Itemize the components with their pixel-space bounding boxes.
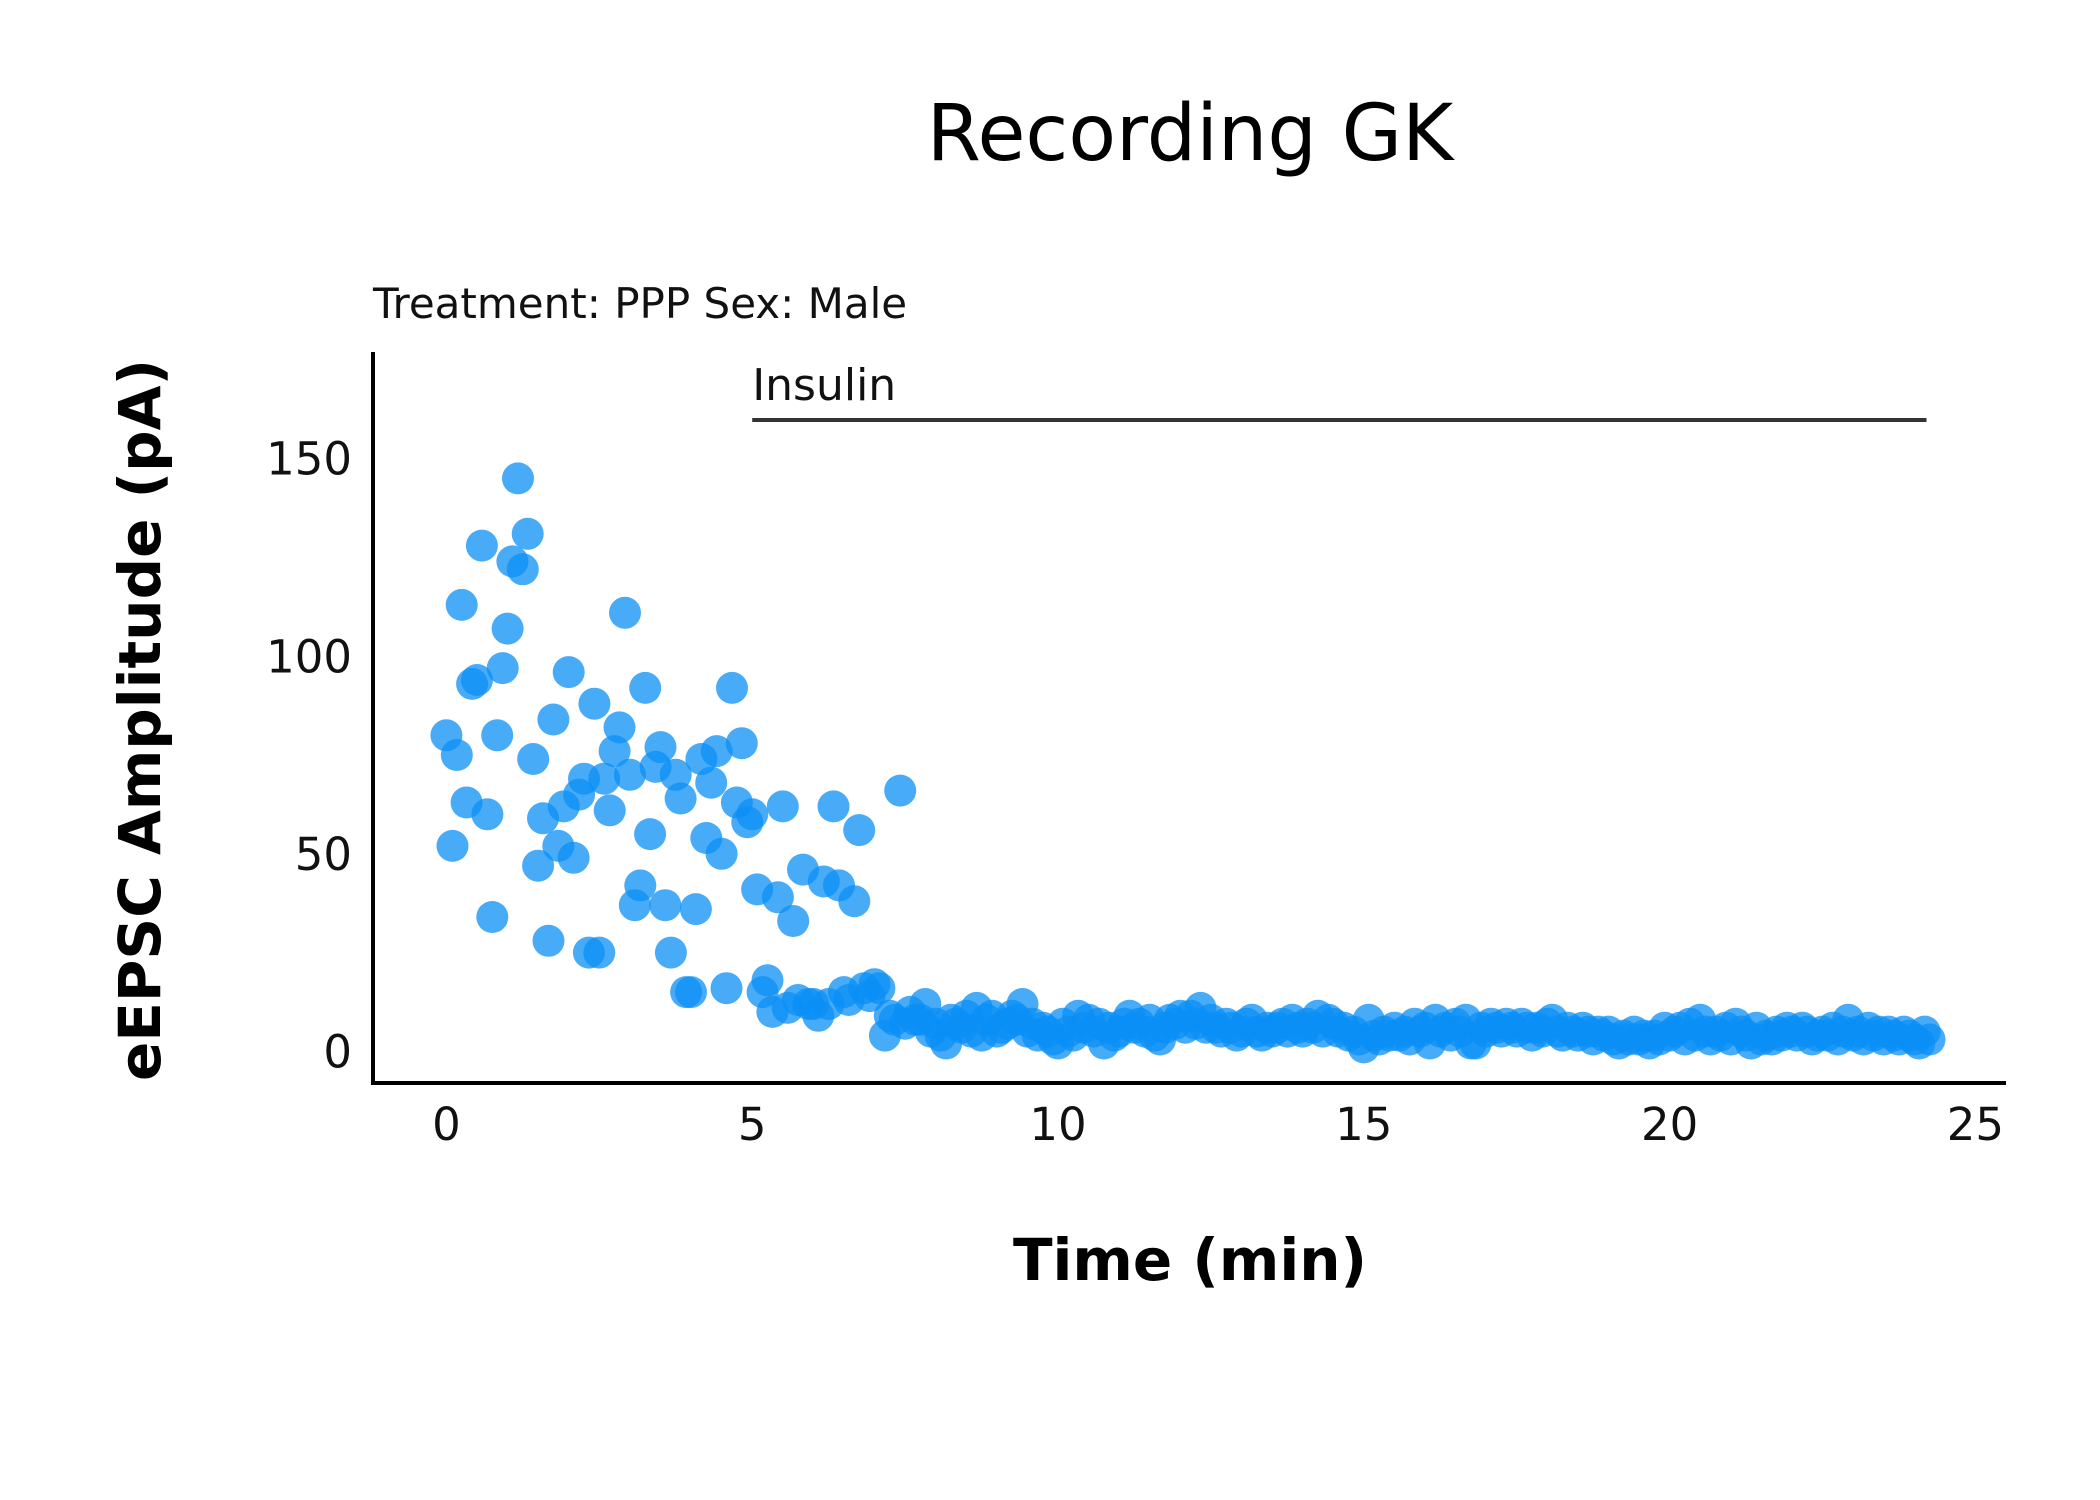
data-point: [583, 936, 616, 969]
data-point: [1913, 1023, 1946, 1056]
data-point: [491, 612, 524, 645]
data-point: [700, 735, 733, 768]
data-point: [705, 837, 738, 870]
data-point: [624, 869, 657, 902]
x-axis-title: Time (min): [1013, 1226, 1367, 1294]
y-tick-label: 150: [266, 433, 352, 486]
data-point: [736, 798, 769, 831]
data-point: [751, 964, 784, 997]
chart-subtitle: Treatment: PPP Sex: Male: [372, 279, 907, 328]
data-point: [716, 671, 748, 704]
data-point: [476, 901, 509, 933]
data-point: [537, 703, 570, 736]
x-tick-label: 15: [1335, 1098, 1392, 1151]
data-point: [506, 553, 539, 586]
data-point: [461, 664, 493, 696]
data-point: [609, 596, 641, 629]
data-point: [471, 798, 504, 831]
x-tick-label: 10: [1029, 1098, 1086, 1151]
data-point: [725, 727, 758, 760]
x-tick-label: 5: [738, 1098, 767, 1151]
y-tick-label: 0: [323, 1025, 352, 1078]
data-point: [481, 719, 514, 752]
data-point: [502, 462, 534, 495]
data-point: [695, 766, 728, 799]
insulin-label: Insulin: [752, 360, 896, 411]
x-tick-label: 0: [432, 1098, 461, 1151]
y-axis-title: eEPSC Amplitude (pA): [106, 359, 174, 1081]
data-point: [613, 758, 646, 791]
data-point: [465, 529, 498, 562]
data-point: [552, 656, 585, 689]
data-point: [817, 790, 850, 823]
data-point: [644, 731, 677, 764]
data-point: [578, 687, 611, 720]
data-point: [629, 671, 662, 704]
data-point: [532, 924, 565, 957]
data-point: [486, 652, 519, 685]
y-tick-labels: 0 50 100 150: [266, 433, 352, 1079]
data-point: [710, 972, 743, 1005]
data-point: [766, 790, 799, 823]
data-point: [884, 774, 917, 807]
data-point: [777, 905, 810, 937]
data-point: [675, 976, 707, 1009]
data-point: [522, 849, 555, 882]
data-point: [436, 829, 469, 862]
chart-title: Recording GK: [927, 89, 1455, 179]
data-point: [838, 885, 871, 918]
data-points: [430, 462, 1946, 1064]
data-point: [603, 711, 636, 744]
data-point: [654, 936, 687, 969]
data-point: [761, 881, 794, 914]
data-point: [664, 782, 697, 815]
data-point: [649, 889, 682, 922]
data-point: [659, 758, 692, 791]
data-point: [634, 818, 667, 851]
data-point: [593, 794, 626, 827]
data-point: [445, 588, 478, 621]
data-point: [843, 814, 876, 847]
data-point: [517, 743, 550, 775]
y-tick-label: 50: [295, 828, 352, 881]
x-tick-labels: 0 5 10 15 20 25: [432, 1098, 2004, 1151]
x-tick-label: 20: [1641, 1098, 1698, 1151]
data-point: [863, 972, 896, 1005]
x-tick-label: 25: [1947, 1098, 2004, 1151]
data-point: [679, 893, 712, 926]
data-point: [598, 735, 631, 768]
data-point: [588, 762, 621, 795]
data-point: [557, 841, 590, 874]
y-tick-label: 100: [266, 630, 352, 683]
data-point: [511, 517, 544, 550]
data-point: [440, 739, 473, 771]
